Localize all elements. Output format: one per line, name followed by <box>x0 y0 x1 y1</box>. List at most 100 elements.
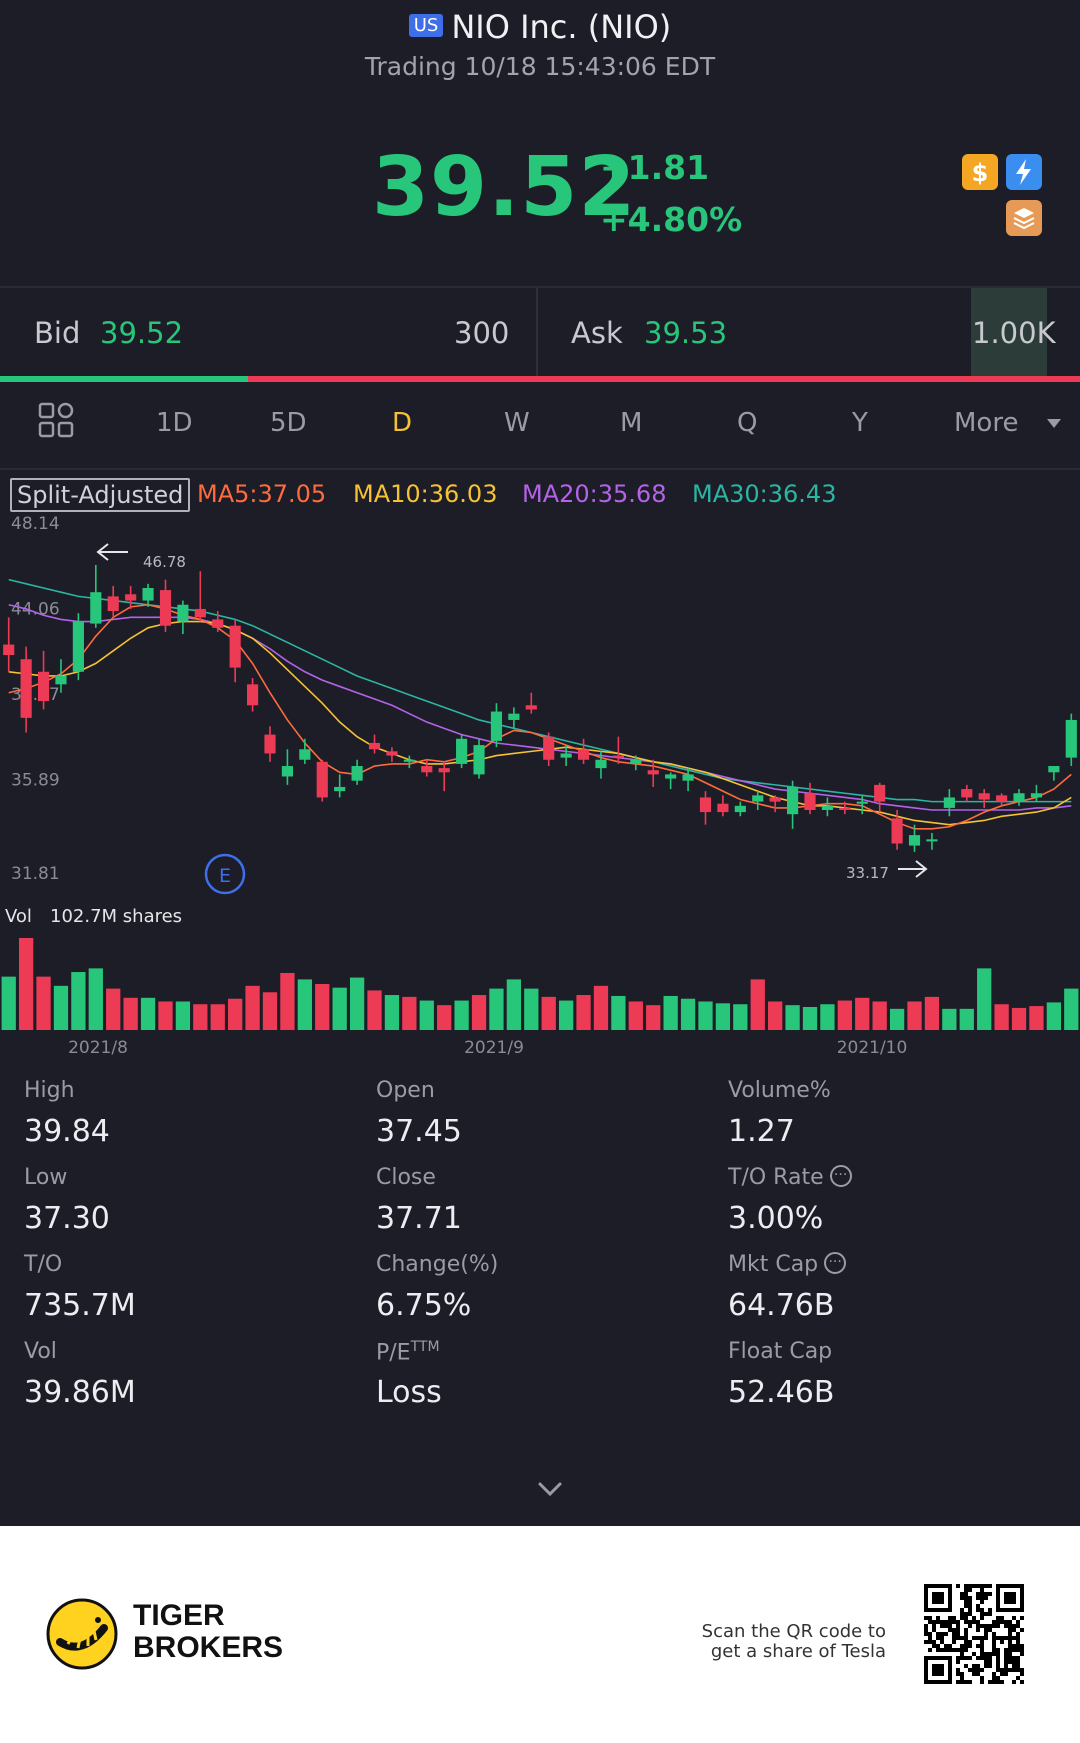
x-tick-label: 2021/9 <box>464 1038 524 1058</box>
qr-module <box>984 1632 988 1636</box>
qr-module <box>944 1624 948 1628</box>
y-tick-label: 44.06 <box>11 599 60 619</box>
qr-module <box>976 1596 980 1600</box>
qr-module <box>952 1640 956 1644</box>
layers-icon[interactable] <box>1006 200 1042 236</box>
volume-bar <box>628 1001 643 1030</box>
tab-q[interactable]: Q <box>737 408 758 438</box>
qr-module <box>980 1608 984 1612</box>
ma10-label: MA10:36.03 <box>353 480 498 508</box>
stat-value: 39.86M <box>24 1375 136 1410</box>
qr-module <box>960 1608 964 1612</box>
volume-bar <box>959 1008 974 1030</box>
lightning-icon[interactable] <box>1006 154 1042 190</box>
ma10-line <box>8 620 1072 826</box>
scan-caption: Scan the QR code to get a share of Tesla <box>686 1622 886 1662</box>
qr-module <box>936 1616 940 1620</box>
qr-module <box>976 1636 980 1640</box>
candle-body <box>438 768 450 773</box>
candle-body <box>665 774 677 779</box>
qr-module <box>1004 1648 1008 1652</box>
qr-module <box>972 1668 976 1672</box>
volume-bar <box>193 1004 208 1030</box>
qr-module <box>992 1636 996 1640</box>
candle-body <box>1065 719 1077 758</box>
qr-module <box>1004 1592 1016 1604</box>
earnings-marker-icon <box>204 853 246 895</box>
candle-body <box>926 839 938 842</box>
stock-title: US NIO Inc. (NIO) <box>0 8 1080 46</box>
qr-module <box>936 1620 940 1624</box>
qr-module <box>932 1620 936 1624</box>
candle-body <box>247 684 259 706</box>
qr-module <box>972 1664 976 1668</box>
qr-module <box>952 1636 956 1640</box>
qr-module <box>960 1672 964 1676</box>
qr-module <box>980 1680 984 1684</box>
qr-module <box>980 1592 984 1596</box>
qr-module <box>988 1680 992 1684</box>
volume-bar <box>611 995 626 1030</box>
candle-body <box>804 793 816 811</box>
more-info-icon[interactable]: ··· <box>824 1252 847 1274</box>
qr-module <box>1016 1644 1020 1648</box>
qr-module <box>1020 1652 1024 1656</box>
qr-module <box>964 1656 968 1660</box>
qr-module <box>968 1608 972 1612</box>
qr-module <box>1020 1644 1024 1648</box>
qr-module <box>1004 1660 1008 1664</box>
volume-bar <box>106 988 121 1030</box>
tab-more[interactable]: More <box>954 408 1061 438</box>
volume-bar <box>889 1008 905 1030</box>
qr-module <box>1008 1620 1012 1624</box>
tab-d[interactable]: D <box>392 408 413 438</box>
candle-body <box>55 675 67 685</box>
dollar-icon[interactable]: $ <box>962 154 998 190</box>
qr-module <box>976 1592 980 1596</box>
candle-body <box>456 738 468 764</box>
chevron-down-icon[interactable] <box>528 1476 572 1506</box>
tab-5d[interactable]: 5D <box>270 408 307 438</box>
ask-price: 39.53 <box>644 316 728 350</box>
tab-w[interactable]: W <box>504 408 530 438</box>
qr-module <box>964 1640 968 1644</box>
stat-label-text: Open <box>376 1078 435 1103</box>
qr-module <box>964 1604 968 1608</box>
volume-label: Vol <box>5 906 32 927</box>
qr-module <box>968 1668 972 1672</box>
candle-body <box>1030 793 1043 798</box>
qr-module <box>960 1636 964 1640</box>
qr-code[interactable] <box>924 1584 1024 1684</box>
qr-module <box>960 1612 964 1616</box>
volume-bar <box>367 990 382 1030</box>
tab-y[interactable]: Y <box>852 408 868 438</box>
volume-bar <box>541 996 556 1030</box>
qr-module <box>960 1656 964 1660</box>
stat-label: P/ETTM <box>376 1339 440 1365</box>
qr-module <box>996 1680 1000 1684</box>
qr-module <box>924 1624 928 1628</box>
candle-body <box>647 770 659 775</box>
qr-module <box>1016 1676 1020 1680</box>
qr-module <box>980 1636 984 1640</box>
qr-module <box>988 1660 992 1664</box>
qr-module <box>992 1672 996 1676</box>
qr-module <box>976 1672 980 1676</box>
qr-module <box>1008 1624 1012 1628</box>
more-info-icon[interactable]: ··· <box>829 1165 852 1187</box>
qr-module <box>984 1612 988 1616</box>
qr-module <box>964 1584 968 1588</box>
price-change: +1.81 <box>600 148 710 187</box>
candle-body <box>351 766 363 781</box>
candle-body <box>3 644 15 656</box>
split-adjusted-toggle[interactable]: Split-Adjusted <box>10 478 191 512</box>
grid-icon[interactable] <box>38 402 74 445</box>
volume-bar <box>1011 1007 1027 1030</box>
tab-m[interactable]: M <box>620 408 643 438</box>
candle-body <box>787 786 799 815</box>
candle-body <box>264 734 276 754</box>
tab-1d[interactable]: 1D <box>156 408 193 438</box>
candle-body <box>978 793 990 800</box>
candlestick-chart[interactable]: 48.14 44.06 39.97 35.89 31.81 46.78 33.17 E Vol 1… <box>0 470 1080 1070</box>
qr-module <box>1004 1636 1008 1640</box>
